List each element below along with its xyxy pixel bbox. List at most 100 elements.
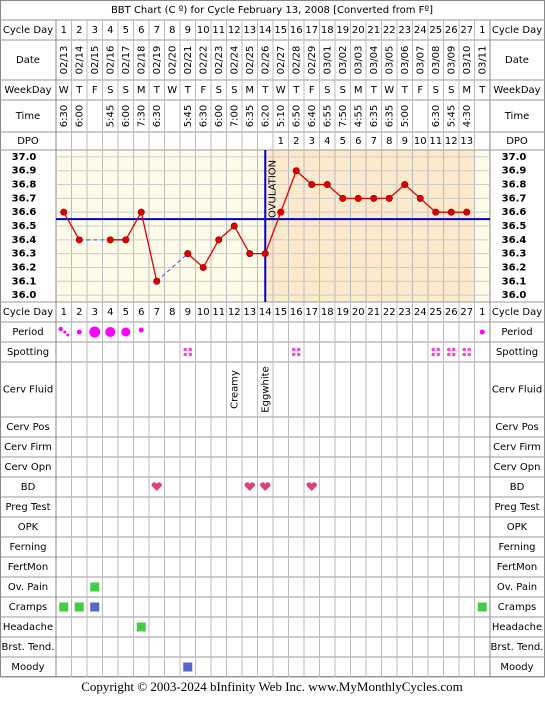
cycle-day: 24 bbox=[414, 25, 427, 36]
time: 6:30 bbox=[152, 105, 163, 127]
row-label: Spotting bbox=[496, 347, 538, 358]
dpo: 5 bbox=[340, 136, 346, 147]
weekday: T bbox=[75, 85, 83, 96]
bd-heart bbox=[244, 482, 255, 491]
date: 03/05 bbox=[384, 46, 395, 75]
weekday: S bbox=[107, 85, 113, 96]
period-icon bbox=[138, 327, 144, 333]
cycle-day: 14 bbox=[259, 307, 272, 318]
row-label: Cerv Pos bbox=[495, 422, 538, 433]
weekday: S bbox=[433, 85, 439, 96]
date: 03/08 bbox=[431, 46, 442, 75]
spotting-icon bbox=[291, 352, 296, 357]
weekday: W bbox=[167, 85, 177, 96]
date: 02/27 bbox=[276, 46, 287, 75]
date: 02/28 bbox=[291, 46, 302, 75]
spotting-icon bbox=[462, 352, 467, 357]
dpo: 1 bbox=[278, 136, 284, 147]
row-label: Ferning bbox=[498, 542, 535, 553]
weekday: T bbox=[261, 85, 269, 96]
date: 02/22 bbox=[198, 46, 209, 75]
symptom-icon bbox=[59, 602, 69, 612]
dpo: 11 bbox=[429, 136, 442, 147]
time: 6:35 bbox=[369, 105, 380, 127]
time: 7:30 bbox=[136, 105, 147, 127]
date: 03/11 bbox=[477, 46, 488, 75]
temperature-line bbox=[63, 211, 80, 241]
temperature-point bbox=[339, 194, 347, 202]
bd-heart bbox=[260, 482, 271, 491]
time: 7:50 bbox=[338, 105, 349, 127]
date: 03/06 bbox=[400, 46, 411, 75]
weekday: S bbox=[231, 85, 237, 96]
cycle-day: 17 bbox=[305, 25, 318, 36]
temperature-point bbox=[277, 208, 285, 216]
date: 02/16 bbox=[105, 46, 116, 75]
temperature-point bbox=[60, 208, 68, 216]
footer: Copyright © 2003-2024 bInfinity Web Inc.… bbox=[81, 679, 462, 694]
spotting-icon bbox=[446, 352, 451, 357]
date: 02/17 bbox=[121, 46, 132, 75]
period-icon bbox=[121, 327, 131, 337]
row-label: Date bbox=[16, 55, 40, 66]
temperature-point bbox=[137, 208, 145, 216]
symptom-icon bbox=[183, 662, 193, 672]
period-icon bbox=[66, 333, 70, 337]
row-label: WeekDay bbox=[4, 85, 51, 96]
cycle-day: 2 bbox=[76, 25, 82, 36]
cycle-day: 7 bbox=[154, 25, 160, 36]
temperature-point bbox=[122, 236, 130, 244]
spotting-icon bbox=[296, 352, 301, 357]
date: 02/20 bbox=[167, 46, 178, 75]
y-tick-label: 36.2 bbox=[12, 262, 37, 273]
y-tick-label: 36.2 bbox=[502, 262, 527, 273]
cycle-day: 18 bbox=[321, 25, 334, 36]
row-label: Cerv Firm bbox=[4, 442, 52, 453]
cycle-day: 13 bbox=[243, 307, 256, 318]
temperature-point bbox=[308, 181, 316, 189]
y-tick-label: 36.5 bbox=[502, 221, 527, 232]
time: 6:30 bbox=[431, 105, 442, 127]
time: 6:35 bbox=[245, 105, 256, 127]
row-label: Cerv Fluid bbox=[492, 385, 542, 396]
weekday: T bbox=[292, 85, 300, 96]
row-label: Headache bbox=[3, 622, 53, 633]
date: 02/26 bbox=[260, 46, 271, 75]
date: 02/13 bbox=[59, 46, 70, 75]
weekday: S bbox=[340, 85, 346, 96]
weekday: W bbox=[276, 85, 286, 96]
weekday: W bbox=[384, 85, 394, 96]
row-label: Ferning bbox=[9, 542, 46, 553]
cycle-day: 19 bbox=[336, 307, 349, 318]
temperature-point bbox=[106, 236, 114, 244]
weekday: M bbox=[137, 85, 146, 96]
cycle-day: 15 bbox=[274, 307, 287, 318]
weekday: W bbox=[59, 85, 69, 96]
temperature-point bbox=[75, 236, 83, 244]
row-label: Period bbox=[12, 327, 43, 338]
dpo: 6 bbox=[355, 136, 361, 147]
time: 6:30 bbox=[59, 105, 70, 127]
time: 6:00 bbox=[74, 105, 85, 127]
weekday: T bbox=[401, 85, 409, 96]
time: 4:30 bbox=[462, 105, 473, 127]
time: 6:20 bbox=[260, 105, 271, 127]
weekday: S bbox=[123, 85, 129, 96]
temperature-point bbox=[416, 194, 424, 202]
temperature-point bbox=[323, 181, 331, 189]
time: 6:30 bbox=[198, 105, 209, 127]
ovulation-label: OVULATION bbox=[267, 160, 278, 218]
cycle-day: 19 bbox=[336, 25, 349, 36]
cycle-day: 5 bbox=[123, 25, 129, 36]
spotting-icon bbox=[451, 347, 456, 352]
y-tick-label: 36.3 bbox=[12, 249, 37, 260]
cycle-day: 1 bbox=[479, 25, 485, 36]
weekday: F bbox=[92, 85, 98, 96]
time: 5:00 bbox=[400, 105, 411, 127]
spotting-icon bbox=[446, 347, 451, 352]
y-tick-label: 36.3 bbox=[502, 249, 527, 260]
row-label: Cerv Opn bbox=[494, 462, 541, 473]
cycle-day: 23 bbox=[398, 25, 411, 36]
time: 5:45 bbox=[446, 105, 457, 127]
